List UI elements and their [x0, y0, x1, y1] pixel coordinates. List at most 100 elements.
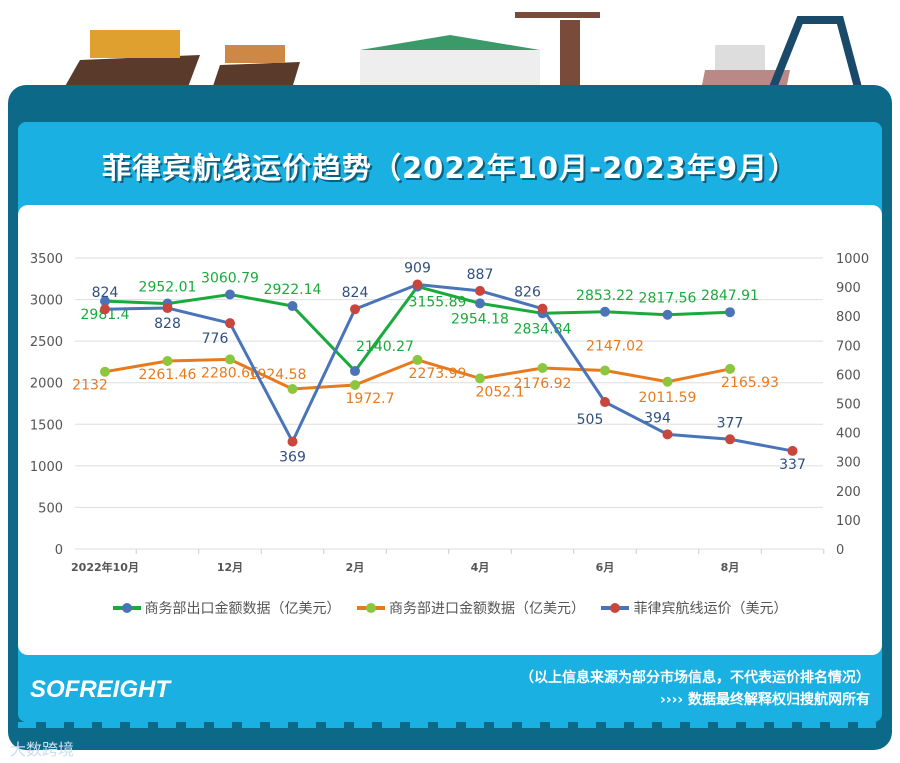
data-label: 3155.89	[409, 295, 467, 311]
legend-label: 商务部出口金额数据（亿美元）	[144, 601, 341, 617]
data-label: 3060.79	[201, 271, 259, 287]
y-right-tick-label: 0	[836, 543, 844, 558]
data-point	[287, 436, 298, 447]
y-left-tick-label: 2500	[30, 335, 63, 350]
y-right-tick-label: 500	[836, 398, 861, 413]
x-tick-label: 6月	[596, 561, 615, 574]
data-point	[725, 307, 735, 318]
legend-swatch	[112, 603, 141, 613]
data-label: 2952.01	[139, 280, 197, 296]
data-point	[225, 318, 235, 329]
sofreight-logo: SOFREIGHT	[30, 676, 171, 703]
y-right-tick-label: 300	[836, 456, 861, 471]
data-label: 824	[342, 285, 369, 301]
data-point	[100, 296, 110, 307]
data-label: 505	[577, 412, 604, 428]
data-point	[537, 303, 548, 314]
data-label: 2853.22	[576, 288, 634, 304]
data-point	[412, 354, 423, 365]
data-label: 2280.66	[201, 365, 259, 381]
data-label: 828	[154, 316, 181, 332]
data-label: 2140.27	[356, 339, 414, 355]
y-right-tick-label: 400	[836, 427, 861, 442]
data-point	[475, 285, 485, 296]
data-label: 826	[514, 285, 541, 301]
y-right-tick-label: 700	[836, 339, 861, 354]
data-point	[662, 429, 673, 440]
data-point	[225, 289, 235, 300]
data-label: 909	[404, 260, 431, 276]
data-point	[162, 303, 173, 314]
legend-item-freight: 菲律宾航线运价（美元）	[601, 598, 787, 618]
chart-card	[18, 205, 882, 655]
data-label: 2273.99	[409, 366, 467, 382]
series-line	[104, 282, 793, 453]
y-right-tick-label: 900	[836, 281, 861, 296]
data-point	[662, 309, 673, 320]
data-point	[162, 355, 173, 366]
x-tick-label: 12月	[217, 561, 243, 574]
y-left-tick-label: 0	[55, 543, 63, 558]
data-label: 2132	[72, 378, 108, 394]
data-point	[100, 304, 110, 315]
data-label: 2261.46	[139, 367, 197, 383]
data-label: 2922.14	[264, 282, 322, 298]
data-label: 2847.91	[701, 288, 759, 304]
data-point	[475, 298, 485, 309]
data-label: 2954.18	[451, 311, 509, 327]
data-label: 2011.59	[639, 390, 697, 406]
data-label: 2147.02	[586, 338, 644, 354]
data-label: 776	[202, 331, 229, 347]
data-label: 2052.1	[476, 384, 525, 400]
data-label: 2176.92	[514, 376, 572, 392]
page-title: 菲律宾航线运价趋势（2022年10月-2023年9月）	[102, 151, 798, 185]
x-tick-label: 2022年10月	[71, 560, 139, 574]
data-point	[787, 445, 798, 456]
legend: 商务部出口金额数据（亿美元） 商务部进口金额数据（亿美元） 菲律宾航线运价（美元…	[0, 598, 900, 618]
legend-item-import: 商务部进口金额数据（亿美元）	[357, 598, 585, 618]
data-point	[475, 373, 485, 384]
y-right-tick-label: 1000	[836, 252, 869, 267]
footer-note: （以上信息来源为部分市场信息，不代表运价排名情况） ›››› 数据最终解释权归搜航…	[520, 667, 870, 711]
y-right-tick-label: 100	[836, 514, 861, 529]
y-left-tick-label: 500	[38, 501, 63, 516]
data-point	[725, 363, 735, 374]
data-label: 369	[279, 450, 306, 466]
data-label: 2817.56	[639, 291, 697, 307]
data-label: 337	[779, 457, 806, 473]
x-tick-label: 8月	[721, 561, 740, 574]
data-label: 887	[467, 267, 494, 283]
data-point	[225, 354, 235, 365]
data-point	[350, 366, 360, 377]
x-tick-label: 2月	[346, 561, 365, 574]
y-right-tick-label: 800	[836, 310, 861, 325]
data-point	[350, 379, 360, 390]
data-point	[725, 434, 735, 445]
data-label: 1972.7	[346, 391, 395, 407]
data-point	[100, 366, 110, 377]
data-point	[662, 376, 673, 387]
y-right-tick-label: 600	[836, 368, 861, 383]
data-label: 394	[644, 410, 671, 426]
x-tick-label: 4月	[471, 561, 490, 574]
data-point	[600, 306, 610, 317]
data-point	[600, 397, 610, 408]
y-left-tick-label: 1000	[30, 460, 63, 475]
data-label: 824	[92, 285, 119, 301]
y-right-tick-label: 200	[836, 485, 861, 500]
y-left-tick-label: 1500	[30, 418, 63, 433]
data-point	[350, 304, 360, 315]
data-point	[412, 279, 423, 290]
data-point	[287, 383, 298, 394]
data-point	[600, 365, 610, 376]
data-label: 377	[717, 415, 744, 431]
watermark: 大数跨境	[10, 740, 75, 759]
data-label: 2834.84	[514, 321, 572, 337]
source-note: （以上信息来源为部分市场信息，不代表运价排名情况）	[520, 670, 870, 686]
data-label: 1924.58	[249, 367, 307, 383]
data-point	[537, 363, 548, 374]
decorative-strip	[18, 722, 882, 728]
legend-label: 商务部进口金额数据（亿美元）	[389, 601, 585, 617]
data-label: 2981.4	[81, 307, 130, 323]
